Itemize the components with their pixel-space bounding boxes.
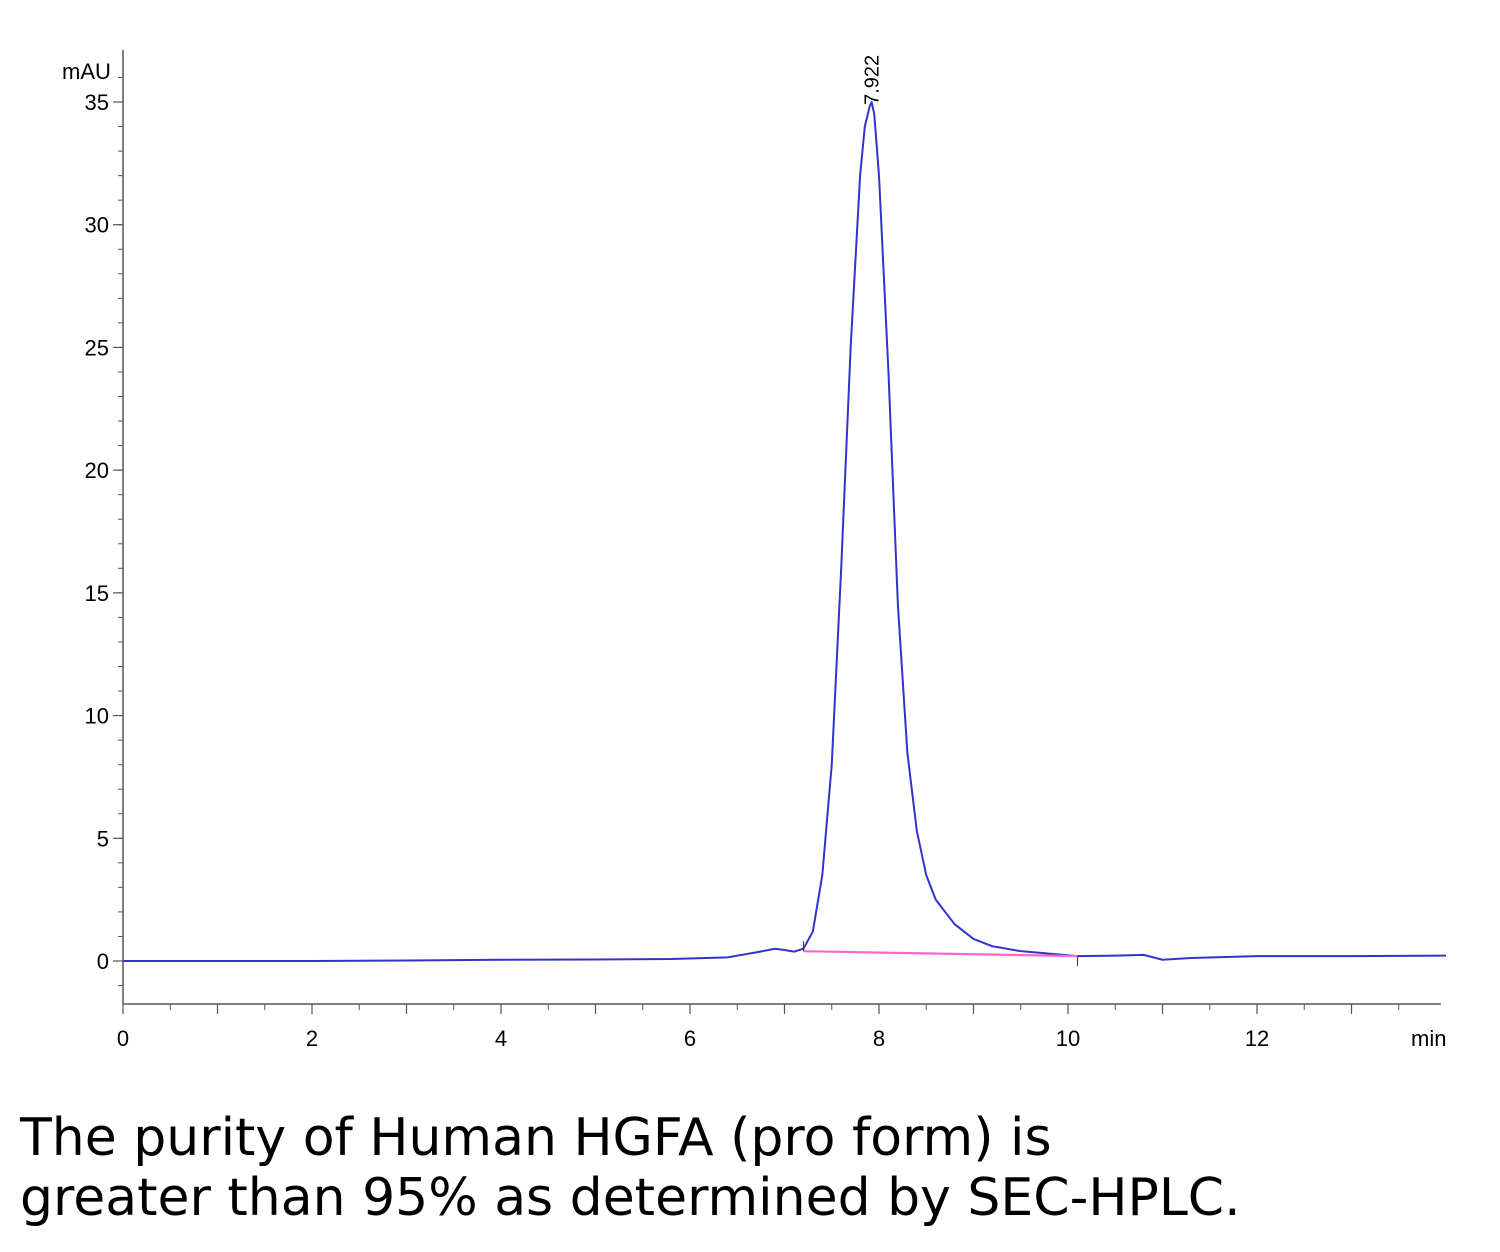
y-tick-label: 25 (85, 335, 109, 360)
y-axis-unit-label: mAU (62, 59, 111, 84)
baseline-integration-line (803, 950, 1078, 958)
x-tick-label: 8 (873, 1026, 885, 1051)
caption-line-2: greater than 95% as determined by SEC-HP… (20, 1168, 1241, 1228)
chromatogram-chart: 0 5 10 15 20 25 30 35 0 2 4 6 8 10 12 mAU min 7.922 (62, 50, 1447, 1051)
x-tick-label: 10 (1056, 1026, 1080, 1051)
y-tick-label: 10 (85, 704, 109, 729)
y-tick-label: 20 (85, 458, 109, 483)
ticks: 0 5 10 15 20 25 30 35 0 2 4 6 8 10 12 (85, 76, 1400, 1051)
caption-line-1: The purity of Human HGFA (pro form) is (20, 1108, 1052, 1168)
y-tick-label: 15 (85, 581, 109, 606)
x-axis-unit-label: min (1411, 1026, 1446, 1051)
x-tick-label: 6 (684, 1026, 696, 1051)
y-tick-label: 0 (97, 949, 109, 974)
chromatogram-trace (123, 101, 1447, 962)
y-tick-label: 30 (85, 213, 109, 238)
x-tick-label: 0 (117, 1026, 129, 1051)
x-tick-label: 2 (306, 1026, 318, 1051)
axes (122, 50, 1441, 1005)
y-tick-label: 35 (85, 90, 109, 115)
plot-area (123, 101, 1447, 967)
caption: The purity of Human HGFA (pro form) is g… (20, 1108, 1480, 1228)
peak-retention-label: 7.922 (862, 55, 884, 105)
y-tick-label: 5 (97, 826, 109, 851)
x-tick-label: 4 (495, 1026, 507, 1051)
x-tick-label: 12 (1245, 1026, 1269, 1051)
